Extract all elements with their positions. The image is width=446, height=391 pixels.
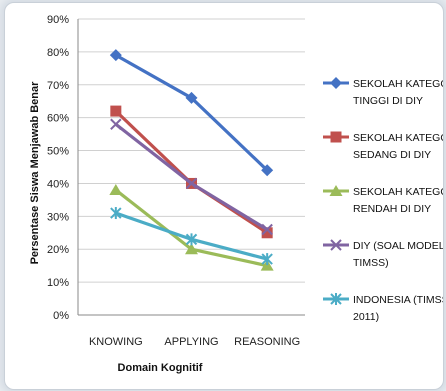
series-lines bbox=[109, 49, 274, 271]
y-tick-label: 60% bbox=[47, 113, 69, 125]
series-line bbox=[114, 122, 268, 231]
y-tick-label: 10% bbox=[47, 277, 69, 289]
y-tick-label: 20% bbox=[47, 244, 69, 256]
x-axis-title: Domain Kognitif bbox=[118, 362, 203, 374]
data-point bbox=[109, 184, 123, 196]
series-1 bbox=[109, 49, 274, 177]
data-point bbox=[330, 293, 342, 305]
data-point bbox=[110, 207, 122, 220]
data-point bbox=[330, 239, 342, 251]
data-point bbox=[261, 223, 273, 236]
x-axis-ticks: KNOWING APPLYING REASONING bbox=[89, 336, 300, 348]
data-point bbox=[185, 243, 198, 255]
legend-item: SEKOLAH KATEGORI RENDAH DI DIY bbox=[323, 185, 443, 215]
data-point bbox=[329, 185, 343, 196]
legend-label: RENDAH DI DIY bbox=[353, 203, 431, 215]
data-point bbox=[261, 253, 273, 266]
data-point bbox=[330, 131, 342, 143]
y-tick-label: 80% bbox=[47, 47, 69, 59]
y-axis-title: Persentase Siswa Menjawab Benar bbox=[29, 81, 41, 265]
legend-label: SEKOLAH KATEGORI bbox=[353, 78, 443, 90]
legend-label: INDONESIA (TIMSS bbox=[353, 294, 443, 306]
legend-item: DIY (SOAL MODEL TIMSS) bbox=[323, 239, 443, 269]
data-point bbox=[185, 177, 198, 190]
legend-label: SEDANG DI DIY bbox=[353, 149, 431, 161]
legend-label: SEKOLAH KATEGORI bbox=[353, 186, 443, 198]
line-chart: 0% 10% 20% 30% 40% 50% 60% 70% 80% 90% KNOWING APP… bbox=[29, 14, 443, 374]
series-5 bbox=[110, 207, 273, 266]
data-point bbox=[330, 77, 342, 89]
y-axis-ticks: 0% 10% 20% 30% 40% 50% 60% 70% 80% 90% bbox=[47, 14, 69, 322]
data-point bbox=[261, 164, 274, 177]
series-line bbox=[115, 53, 269, 172]
y-tick-label: 50% bbox=[47, 146, 69, 158]
x-tick-label: REASONING bbox=[234, 336, 300, 348]
x-tick-label: APPLYING bbox=[164, 336, 218, 348]
y-tick-label: 30% bbox=[47, 211, 69, 223]
legend-label: TIMSS) bbox=[353, 257, 389, 269]
legend-label: 2011) bbox=[353, 311, 379, 323]
data-point bbox=[261, 227, 273, 239]
legend-label: DIY (SOAL MODEL bbox=[353, 240, 443, 252]
legend-item: SEKOLAH KATEGORI TINGGI DI DIY bbox=[323, 77, 443, 107]
legend-label: SEKOLAH KATEGORI bbox=[353, 132, 443, 144]
data-point bbox=[110, 118, 122, 130]
data-point bbox=[185, 91, 198, 104]
data-point bbox=[260, 259, 274, 271]
y-tick-label: 40% bbox=[47, 178, 69, 190]
x-tick-label: KNOWING bbox=[89, 336, 143, 348]
chart-frame: 0% 10% 20% 30% 40% 50% 60% 70% 80% 90% KNOWING APP… bbox=[4, 2, 444, 390]
series-4 bbox=[110, 118, 273, 236]
y-tick-label: 70% bbox=[47, 80, 69, 92]
data-point bbox=[110, 105, 122, 117]
legend-item: SEKOLAH KATEGORI SEDANG DI DIY bbox=[323, 131, 443, 161]
y-tick-label: 90% bbox=[47, 14, 69, 26]
legend-item: INDONESIA (TIMSS 2011) bbox=[323, 293, 443, 323]
legend-label: TINGGI DI DIY bbox=[353, 95, 423, 107]
data-point bbox=[109, 49, 122, 62]
series-3 bbox=[109, 184, 274, 271]
y-tick-label: 0% bbox=[53, 310, 69, 322]
data-point bbox=[185, 233, 198, 246]
